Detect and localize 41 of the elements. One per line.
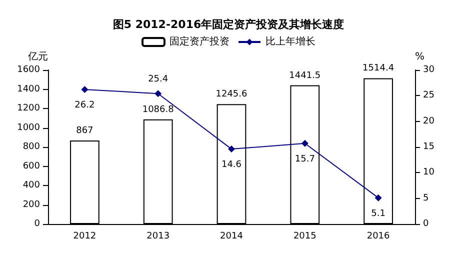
x-tick-label: 2012 — [73, 232, 96, 242]
x-tick-label: 2013 — [146, 232, 170, 242]
data-label: 25.4 — [148, 74, 168, 85]
y-tick-label: 1200 — [17, 104, 40, 114]
data-label: 1245.6 — [216, 90, 248, 100]
data-label: 5.1 — [371, 208, 386, 219]
y2-tick-label: 20 — [423, 116, 435, 126]
legend-label: 固定资产投资 — [170, 36, 230, 48]
chart-title: 图5 2012-2016年固定资产投资及其增长速度 — [112, 18, 344, 31]
y-tick-label: 1000 — [17, 122, 40, 133]
point — [81, 86, 88, 94]
y-tick-label: 800 — [22, 142, 40, 152]
data-label: 15.7 — [294, 154, 315, 164]
y-tick-label: 1600 — [17, 65, 40, 75]
data-label: 26.2 — [74, 100, 95, 111]
data-label: 14.6 — [221, 160, 242, 170]
y-axis-title: 亿元 — [27, 52, 48, 62]
x-tick-label: 2015 — [293, 232, 316, 242]
point — [154, 90, 162, 98]
x-tick-label: 2014 — [220, 232, 244, 242]
y-tick-label: 0 — [34, 219, 40, 229]
y2-axis-title: % — [415, 52, 425, 62]
x-tick-label: 2016 — [366, 232, 390, 242]
data-label: 1086.8 — [142, 104, 174, 115]
y-tick-label: 400 — [22, 180, 40, 190]
y2-tick-label: 5 — [423, 193, 429, 204]
y2-tick-label: 15 — [423, 142, 434, 152]
y2-tick-label: 25 — [423, 90, 434, 101]
y-tick-label: 600 — [22, 161, 40, 172]
y-tick-label: 200 — [22, 200, 40, 210]
data-label: 1441.5 — [289, 70, 321, 81]
y-tick-label: 1400 — [17, 84, 40, 94]
y2-tick-label: 30 — [423, 65, 435, 75]
point — [374, 194, 382, 202]
data-label: 867 — [76, 126, 94, 136]
point — [301, 140, 308, 147]
y2-tick-label: 10 — [423, 168, 435, 178]
y2-tick-label: 0 — [423, 219, 429, 229]
data-label: 1514.4 — [362, 64, 394, 74]
point — [228, 146, 235, 153]
legend-label: 比上年增长 — [266, 36, 316, 48]
